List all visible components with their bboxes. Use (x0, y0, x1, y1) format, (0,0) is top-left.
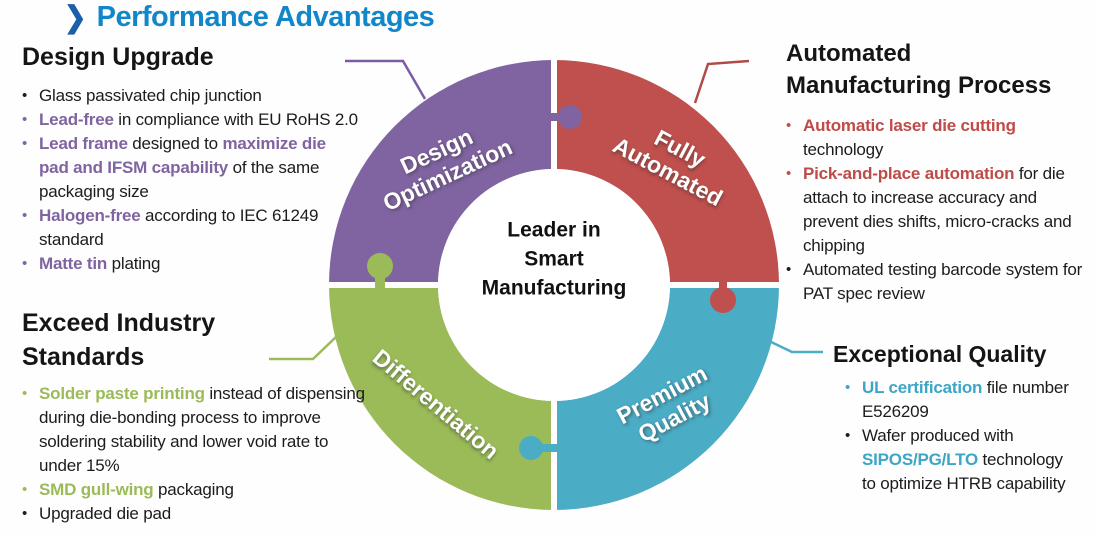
bullet-item: • Wafer produced with SIPOS/PG/LTO techno… (845, 424, 1071, 496)
bullet-item: • Halogen-free according to IEC 61249 sta… (22, 204, 360, 252)
section-heading: Design Upgrade (22, 42, 360, 72)
puzzle-knob-purple (543, 105, 582, 129)
bullet-list: • Automatic laser die cutting technology •… (786, 114, 1092, 306)
section-heading-line: Manufacturing Process (786, 72, 1052, 99)
bullet-marker: • (786, 165, 792, 182)
bullet-text: Automated testing barcode system for PAT… (803, 260, 1083, 303)
bullet-item: • SMD gull-wing packaging (22, 478, 374, 502)
bullet-text: Solder paste printing instead of dispens… (39, 384, 365, 475)
section-design-upgrade: Design Upgrade • Glass passivated chip ju… (22, 42, 360, 276)
section-heading: Exceed Industry Standards (22, 306, 374, 374)
section-heading-line: Exceed Industry (22, 309, 216, 337)
section-heading-line: Automated (786, 40, 912, 67)
bullet-text: Upgraded die pad (39, 504, 171, 523)
bullet-item: • Glass passivated chip junction (22, 84, 360, 108)
bullet-text: Lead-free in compliance with EU RoHS 2.0 (39, 110, 358, 129)
bullet-text: UL certification file number E526209 (862, 378, 1069, 421)
bullet-item: • Solder paste printing instead of dispen… (22, 382, 374, 478)
bullet-marker: • (786, 261, 792, 278)
section-exceptional-quality: Exceptional Quality • UL certification fi… (833, 340, 1071, 496)
section-exceed-industry-standards: Exceed Industry Standards • Solder paste … (22, 306, 374, 526)
callout-line-exceed (269, 335, 338, 361)
callout-line-design (345, 59, 427, 100)
bullet-marker: • (22, 111, 28, 128)
puzzle-knob-green (367, 253, 393, 292)
bullet-text: Automatic laser die cutting technology (803, 116, 1016, 159)
puzzle-knob-blue (519, 436, 559, 460)
bullet-text: Wafer produced with SIPOS/PG/LTO technol… (862, 426, 1066, 493)
section-heading-line: Design Upgrade (22, 43, 214, 71)
bullet-marker: • (22, 505, 28, 522)
bullet-item: • Pick-and-place automation for die attac… (786, 162, 1092, 258)
bullet-marker: • (845, 427, 851, 444)
bullet-marker: • (22, 385, 28, 402)
callout-line-automated (693, 59, 750, 104)
bullet-item: • Automated testing barcode system for PA… (786, 258, 1092, 306)
bullet-text: Lead frame designed to maximize die pad … (39, 134, 326, 201)
puzzle-knob-red (710, 274, 736, 313)
bullet-item: • UL certification file number E526209 (845, 376, 1071, 424)
bullet-marker: • (786, 117, 792, 134)
bullet-list: • UL certification file number E526209 • Wa… (833, 376, 1071, 496)
bullet-marker: • (845, 379, 851, 396)
bullet-item: • Lead-free in compliance with EU RoHS 2.… (22, 108, 360, 132)
segment-premium-quality (554, 285, 779, 510)
bullet-text: Matte tin plating (39, 254, 161, 273)
bullet-text: Halogen-free according to IEC 61249 stan… (39, 206, 319, 249)
bullet-item: • Matte tin plating (22, 252, 360, 276)
section-heading-line: Exceptional Quality (833, 341, 1047, 367)
bullet-item: • Upgraded die pad (22, 502, 374, 526)
page-header: ❯ Performance Advantages (64, 0, 435, 34)
bullet-marker: • (22, 481, 28, 498)
bullet-marker: • (22, 135, 28, 152)
bullet-list: • Glass passivated chip junction • Lead-fre… (22, 84, 360, 276)
section-heading: Automated Manufacturing Process (786, 38, 1092, 102)
section-automated-manufacturing-process: Automated Manufacturing Process • Automat… (786, 38, 1092, 306)
bullet-marker: • (22, 207, 28, 224)
bullet-text: SMD gull-wing packaging (39, 480, 234, 499)
section-heading-line: Standards (22, 343, 145, 371)
bullet-item: • Lead frame designed to maximize die pad… (22, 132, 360, 204)
segment-differentiation (329, 285, 554, 510)
bullet-marker: • (22, 87, 28, 104)
bullet-text: Glass passivated chip junction (39, 86, 262, 105)
segment-fully-automated (554, 60, 779, 285)
bullet-item: • Automatic laser die cutting technology (786, 114, 1092, 162)
segment-design-optimization (329, 60, 554, 285)
donut-center-label: Leader in Smart Manufacturing (482, 216, 627, 303)
callout-line-quality (768, 339, 823, 354)
donut-center-circle (438, 169, 670, 401)
section-heading: Exceptional Quality (833, 340, 1071, 368)
chevron-right-icon: ❯ (64, 0, 87, 34)
bullet-list: • Solder paste printing instead of dispen… (22, 382, 374, 526)
center-label-line: Manufacturing (481, 276, 627, 300)
page-title: Performance Advantages (96, 0, 435, 33)
center-label-line: Leader in (507, 218, 601, 242)
center-label-line: Smart (524, 247, 584, 271)
bullet-marker: • (22, 255, 28, 272)
bullet-text: Pick-and-place automation for die attach… (803, 164, 1072, 255)
